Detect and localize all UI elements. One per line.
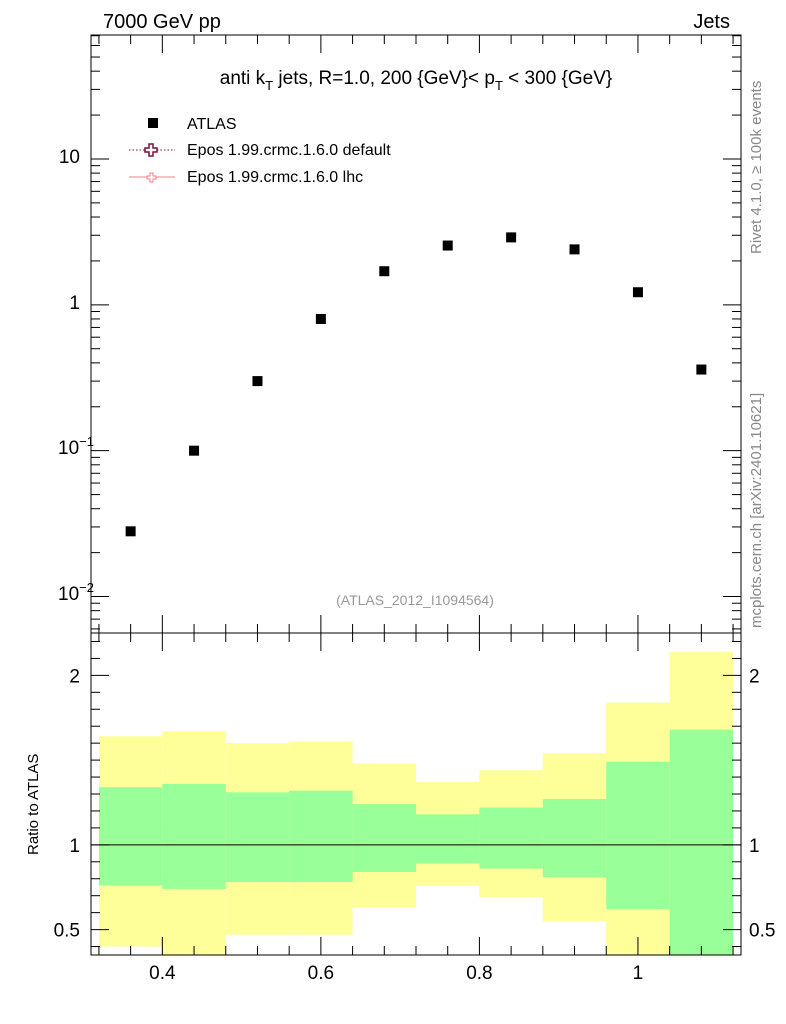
rivet-version-label: Rivet 4.1.0, ≥ 100k events [748, 81, 765, 254]
ratio-band-bin [479, 807, 543, 869]
ratio-y-tick-label-right: 2 [749, 666, 760, 687]
ratio-axis-ticks [91, 633, 741, 955]
y-tick-label-1: 1 [69, 293, 80, 314]
y-tick-label-1e-2-base: 10 [58, 584, 79, 605]
main-panel: anti kT jets, R=1.0, 200 {GeV}< pT < 300… [58, 34, 742, 634]
atlas-point [632, 287, 643, 298]
y-tick-label-1e-1-exp: −1 [79, 434, 94, 449]
atlas-point [442, 240, 453, 251]
atlas-point [315, 313, 326, 324]
y-tick-label-1e-1-base: 10 [58, 438, 79, 459]
atlas-point [189, 445, 200, 456]
ratio-band-bin [606, 761, 670, 910]
plot-title-part-b: jets, R=1.0, 200 {GeV}< p [273, 68, 495, 89]
analysis-id-label: (ATLAS_2012_I1094564) [336, 592, 494, 608]
atlas-point [379, 266, 390, 277]
ratio-band-bin [416, 814, 480, 864]
header-process-label: Jets [693, 11, 730, 33]
ratio-uncertainty-bands [98, 651, 734, 955]
atlas-point [125, 526, 136, 537]
y-tick-label-10: 10 [59, 147, 80, 168]
main-axis-ticks [91, 35, 741, 633]
x-tick-label: 0.4 [149, 963, 176, 984]
ratio-y-tick-label: 2 [69, 666, 80, 687]
ratio-band-bin [225, 792, 290, 883]
x-tick-label: 0.8 [466, 963, 492, 984]
legend-label-epos-default: Epos 1.99.crmc.1.6.0 default [187, 142, 391, 159]
ratio-y-tick-labels: 0.5 1 2 [54, 666, 80, 941]
header-energy-label: 7000 GeV pp [103, 11, 221, 33]
ratio-band-bin [98, 787, 163, 886]
atlas-point [252, 376, 263, 387]
legend-label-atlas: ATLAS [187, 116, 237, 133]
ratio-band-bin [289, 790, 353, 883]
ratio-panel: 0.5 1 2 0.5 1 2 0.4 0.6 0.8 1 Ratio to ATLAS [25, 632, 775, 984]
legend-marker-atlas [148, 118, 158, 128]
atlas-point [696, 364, 707, 375]
ratio-band-bin [162, 783, 226, 889]
plot-title-part-c: < 300 {GeV} [503, 68, 612, 89]
ratio-band-bin [669, 729, 734, 955]
ratio-y-tick-label: 1 [69, 836, 80, 857]
atlas-data-points [125, 232, 707, 537]
legend: ATLAS Epos 1.99.crmc.1.6.0 default Epos … [129, 116, 391, 186]
main-y-tick-labels: 10−2 10−1 1 10 [58, 147, 94, 605]
ratio-band-bin [542, 799, 607, 878]
y-tick-label-1e-1: 10−1 [58, 434, 94, 459]
x-tick-labels: 0.4 0.6 0.8 1 [149, 963, 643, 984]
legend-marker-epos-default [144, 143, 158, 157]
atlas-point [506, 232, 517, 243]
ratio-y-axis-title: Ratio to ATLAS [25, 754, 42, 855]
ratio-y-tick-label: 0.5 [54, 921, 80, 942]
atlas-point [569, 244, 580, 255]
y-tick-label-1e-2: 10−2 [58, 580, 94, 605]
plot-title-sub-a: T [265, 78, 273, 93]
legend-label-epos-lhc: Epos 1.99.crmc.1.6.0 lhc [187, 169, 363, 186]
x-tick-label: 0.6 [308, 963, 334, 984]
x-tick-label: 1 [633, 963, 644, 984]
plot-title-part-a: anti k [220, 68, 266, 89]
ratio-y-tick-label-right: 1 [749, 836, 760, 857]
legend-marker-epos-lhc [146, 172, 157, 183]
ratio-y-tick-labels-right: 0.5 1 2 [749, 666, 775, 941]
plot-title: anti kT jets, R=1.0, 200 {GeV}< pT < 300… [220, 68, 613, 93]
mcplots-source-label: mcplots.cern.ch [arXiv:2401.10621] [748, 393, 765, 628]
y-tick-label-1e-2-exp: −2 [79, 580, 94, 595]
plot-title-sub-b: T [495, 78, 503, 93]
ratio-band-bin [352, 804, 416, 872]
ratio-y-tick-label-right: 0.5 [749, 921, 775, 942]
